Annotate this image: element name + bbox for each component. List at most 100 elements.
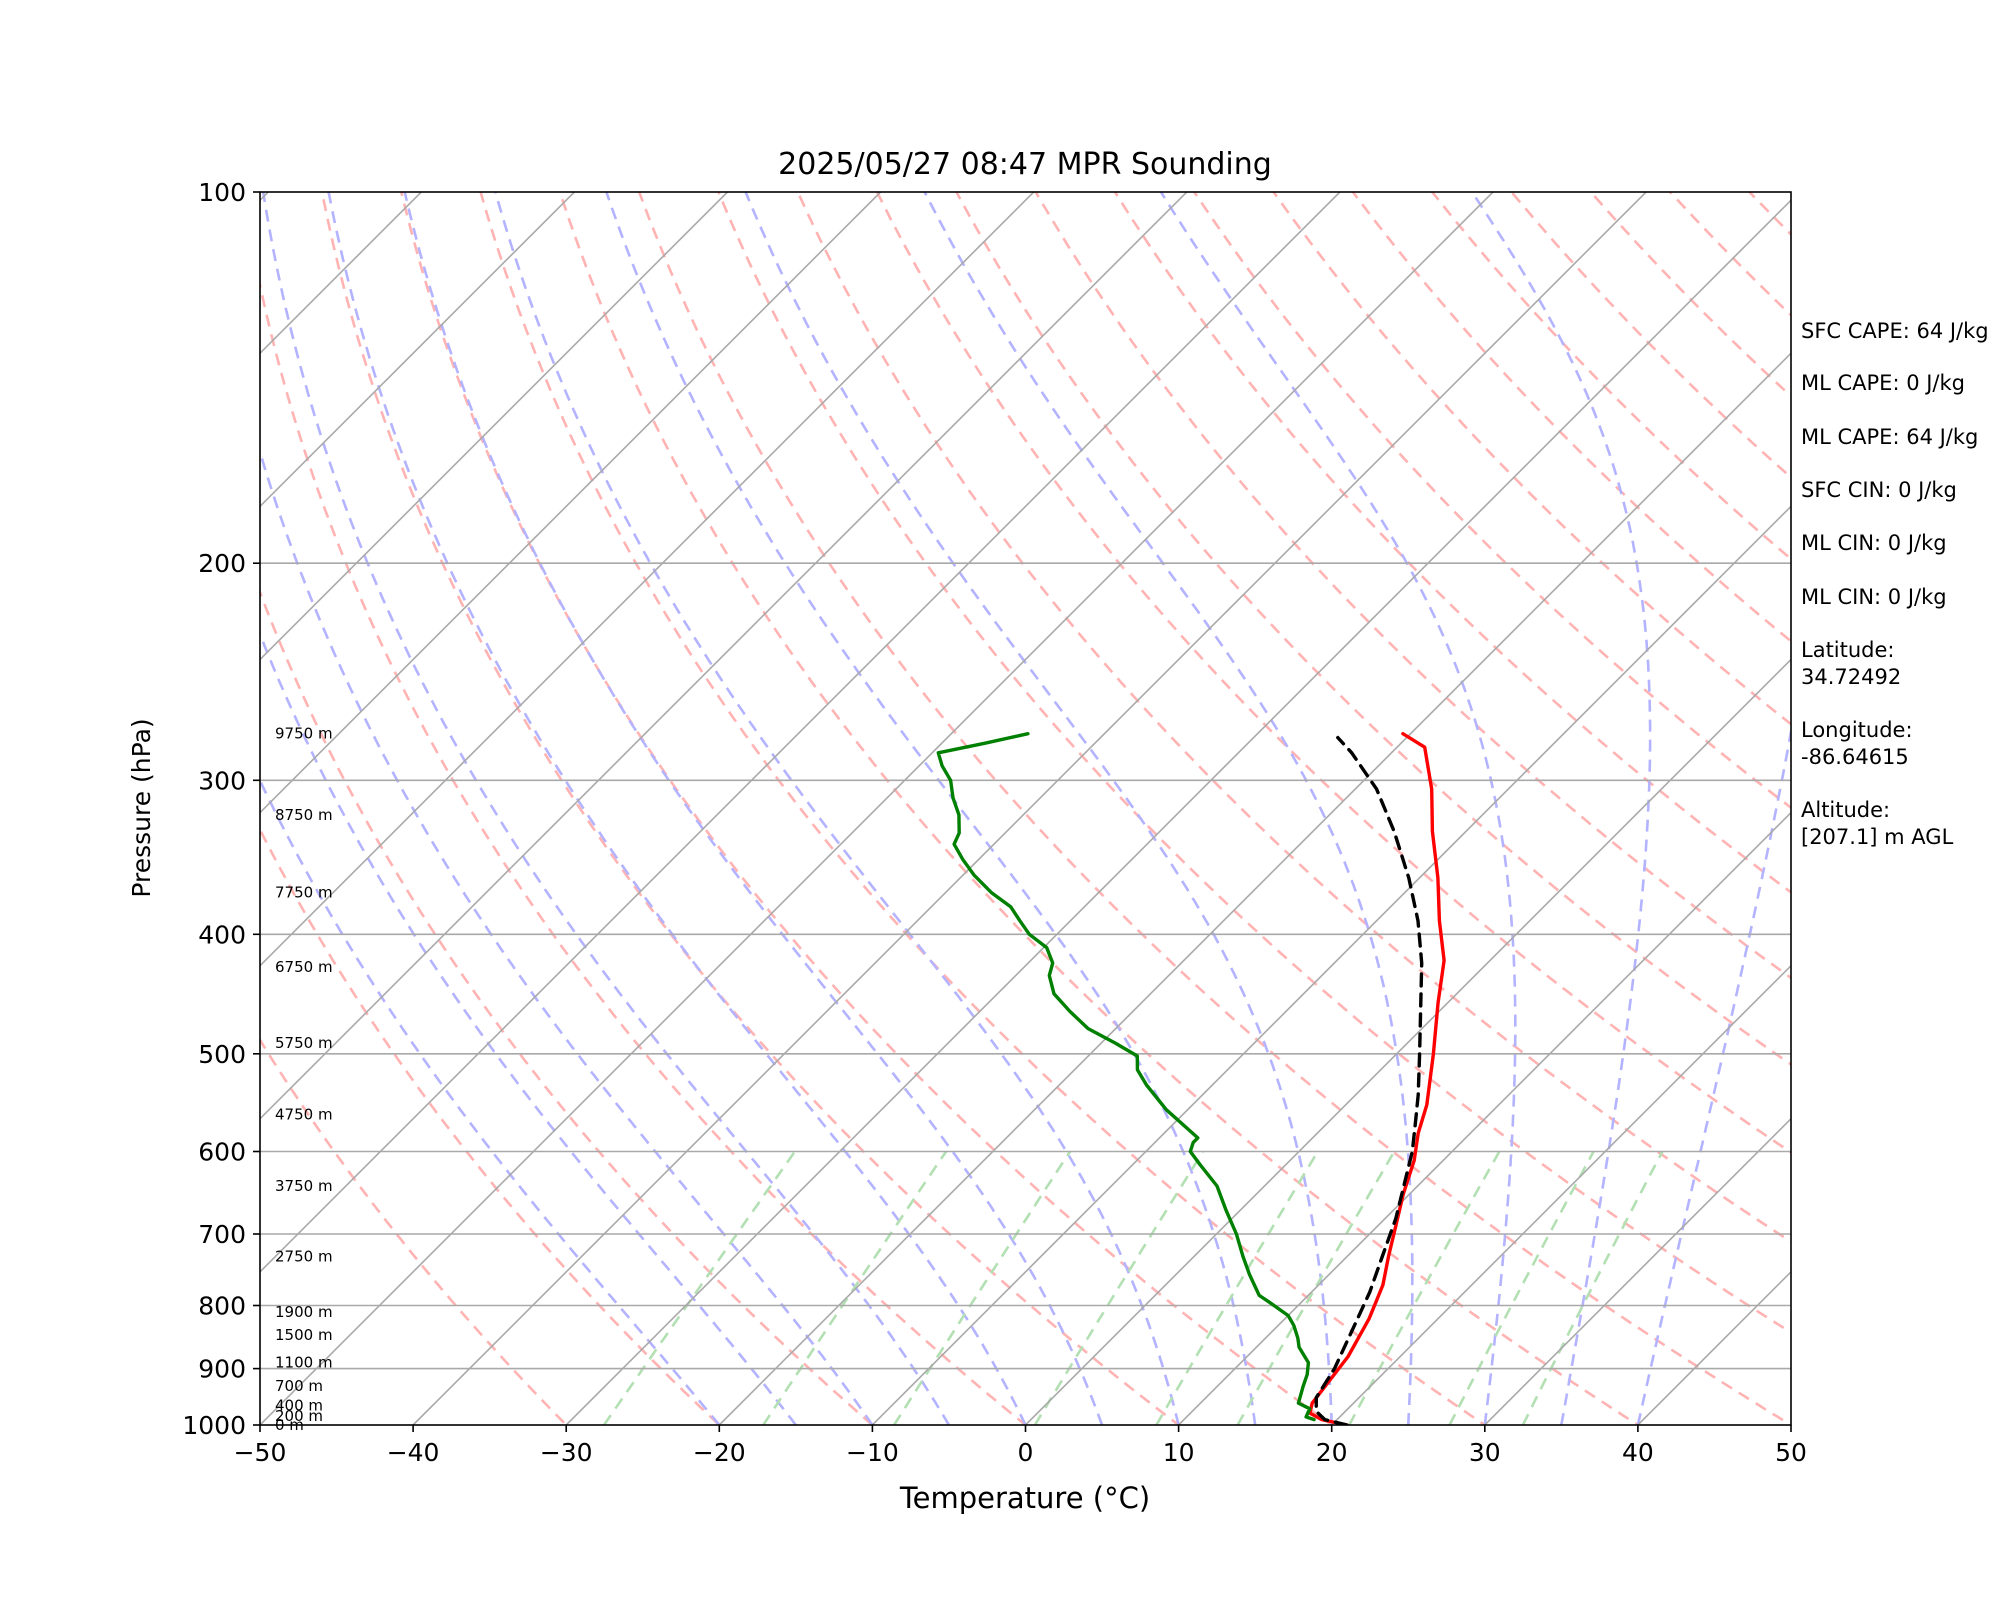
x-axis: −50 −40 −30 −20 −10 0 10 20 30 40 50: [234, 1425, 1807, 1467]
moist-adiabat: [260, 630, 797, 1425]
profile-lines: [936, 732, 1446, 1425]
dry-adiabat: [954, 192, 1791, 1066]
y-tick-label: 300: [198, 766, 246, 795]
moist-adiabat: [403, 192, 1104, 1425]
dry-adiabat: [260, 826, 722, 1425]
background-lines: [260, 192, 1791, 1425]
height-label: 5750 m: [275, 1034, 333, 1052]
x-tick-label: 30: [1469, 1438, 1501, 1467]
y-tick-label: 800: [198, 1292, 246, 1321]
isotherm: [1484, 1117, 1791, 1425]
height-label: 200 m: [275, 1407, 323, 1425]
dry-adiabat: [1192, 192, 1791, 810]
altitude-label: Altitude:: [1801, 798, 1890, 822]
longitude-label: Longitude:: [1801, 718, 1913, 742]
height-label: 3750 m: [275, 1177, 333, 1195]
moist-adiabat: [744, 192, 1333, 1425]
latitude-label: Latitude:: [1801, 638, 1895, 662]
y-tick-label: 400: [198, 920, 246, 949]
dry-adiabat: [875, 192, 1791, 1154]
moist-adiabat: [1471, 192, 1652, 1425]
pressure-gridlines: [260, 562, 1791, 1370]
y-axis-label: Pressure (hPa): [127, 718, 156, 897]
dry-adiabat: [320, 192, 1181, 1425]
y-tick-label: 500: [198, 1040, 246, 1069]
altitude-value: [207.1] m AGL: [1801, 825, 1954, 849]
chart-title: 2025/05/27 08:47 MPR Sounding: [778, 147, 1272, 182]
y-tick-label: 900: [198, 1355, 246, 1384]
height-label: 6750 m: [275, 958, 333, 976]
x-tick-label: 20: [1316, 1438, 1348, 1467]
y-axis: 100 200 300 400 500 600 700 800 900 1000: [182, 178, 260, 1440]
isotherm: [871, 505, 1791, 1425]
latitude-value: 34.72492: [1801, 665, 1901, 689]
dry-adiabat: [399, 192, 1334, 1425]
ml-cin-text: ML CIN: 0 J/kg: [1801, 531, 1947, 555]
height-label: 1900 m: [275, 1303, 333, 1321]
x-tick-label: 40: [1622, 1438, 1654, 1467]
isotherm: [260, 192, 882, 814]
mixing-ratio-line: [1033, 1150, 1205, 1425]
height-label: 4750 m: [275, 1106, 333, 1124]
x-tick-label: −30: [540, 1438, 593, 1467]
x-tick-label: −50: [234, 1438, 287, 1467]
isotherm: [1178, 811, 1791, 1425]
x-tick-label: −40: [387, 1438, 440, 1467]
moist-adiabat: [261, 192, 951, 1425]
isotherm: [412, 192, 1647, 1425]
moist-adiabat: [923, 192, 1414, 1425]
x-tick-label: −10: [846, 1438, 899, 1467]
dry-adiabat: [260, 279, 1028, 1425]
moist-adiabat: [1636, 724, 1791, 1425]
x-axis-label: Temperature (°C): [899, 1481, 1150, 1515]
x-tick-label: 50: [1775, 1438, 1807, 1467]
height-label: 8750 m: [275, 806, 333, 824]
height-label: 400 m: [275, 1396, 323, 1414]
mixing-ratio-line: [1521, 1150, 1664, 1425]
dry-adiabat: [479, 192, 1488, 1425]
isotherm: [260, 192, 1341, 1274]
mixing-ratio-line: [1155, 1150, 1319, 1425]
series-temperature-line: [1308, 732, 1446, 1425]
y-tick-label: 1000: [182, 1411, 246, 1440]
x-tick-label: −20: [693, 1438, 746, 1467]
isotherm: [260, 192, 1035, 967]
stats-panel: SFC CAPE: 64 J/kg ML CAPE: 0 J/kg ML CAP…: [1801, 319, 1989, 849]
moist-adiabat: [605, 192, 1257, 1425]
isotherm: [1331, 964, 1791, 1425]
height-label: 700 m: [275, 1377, 323, 1395]
sfc-cape-text: SFC CAPE: 64 J/kg: [1801, 319, 1989, 343]
dry-adiabat: [637, 192, 1791, 1425]
height-label: 0 m: [275, 1416, 304, 1434]
longitude-value: -86.64615: [1801, 745, 1909, 769]
height-label: 2750 m: [275, 1248, 333, 1266]
ml-cape-text-2: ML CAPE: 64 J/kg: [1801, 425, 1978, 449]
dry-adiabat: [796, 192, 1791, 1244]
height-label: 1100 m: [275, 1354, 333, 1372]
moist-adiabat: [327, 192, 1027, 1425]
dry-adiabat: [558, 192, 1641, 1425]
moist-adiabat: [260, 447, 874, 1425]
series-dewpoint-line: [936, 732, 1316, 1422]
ml-cin-text-2: ML CIN: 0 J/kg: [1801, 585, 1947, 609]
y-tick-label: 200: [198, 549, 246, 578]
dry-adiabat: [717, 192, 1791, 1335]
x-tick-label: 0: [1018, 1438, 1034, 1467]
mixing-ratio-line: [1236, 1150, 1396, 1425]
sfc-cin-text: SFC CIN: 0 J/kg: [1801, 478, 1957, 502]
y-tick-label: 600: [198, 1138, 246, 1167]
dry-adiabat: [1272, 192, 1791, 726]
isotherm: [565, 199, 1791, 1425]
x-tick-label: 10: [1163, 1438, 1195, 1467]
isotherm: [260, 192, 1188, 1120]
dry-adiabat: [260, 1037, 569, 1425]
ml-cape-text: ML CAPE: 0 J/kg: [1801, 371, 1965, 395]
isotherm: [260, 192, 729, 661]
dry-adiabat: [260, 588, 875, 1425]
mixing-ratio-line: [1448, 1150, 1595, 1425]
isotherm: [718, 352, 1791, 1425]
isotherm: [260, 192, 575, 508]
height-label: 7750 m: [275, 884, 333, 902]
